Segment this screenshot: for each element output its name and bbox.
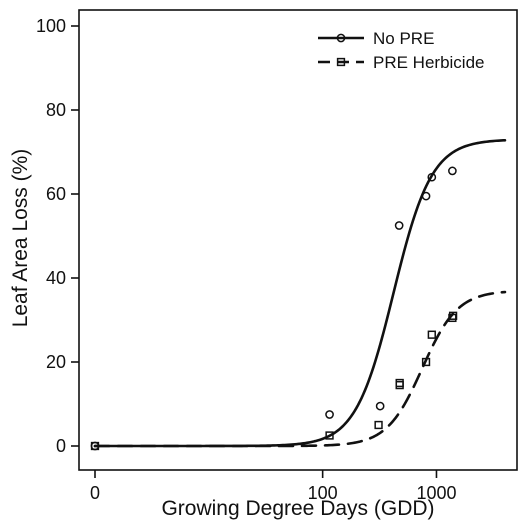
x-tick-label: 1000 xyxy=(416,483,456,503)
y-axis-ticks: 0 20 40 60 80 100 xyxy=(36,16,79,456)
y-tick-label: 0 xyxy=(56,436,66,456)
y-tick-label: 100 xyxy=(36,16,66,36)
data-point-no-pre xyxy=(427,172,437,182)
fit-curves xyxy=(93,138,507,448)
x-tick-label: 0 xyxy=(90,483,100,503)
legend-label: No PRE xyxy=(373,29,434,48)
fit-curve-pre-herbicide xyxy=(93,290,507,448)
y-tick-label: 40 xyxy=(46,268,66,288)
legend-marker-square xyxy=(336,57,346,67)
y-axis-title: Leaf Area Loss (%) xyxy=(9,149,32,328)
x-tick-label: 100 xyxy=(308,483,338,503)
data-point-no-pre xyxy=(394,221,404,230)
data-point-no-pre xyxy=(375,401,385,411)
y-tick-label: 80 xyxy=(46,100,66,120)
data-point-pre-herbicide xyxy=(421,357,431,367)
x-axis-title: Growing Degree Days (GDD) xyxy=(161,497,434,520)
fit-curve-no-pre xyxy=(93,138,507,448)
legend-marker-circle xyxy=(336,33,346,43)
data-point-pre-herbicide xyxy=(90,441,100,451)
data-point-no-pre xyxy=(325,410,334,419)
data-point-no-pre xyxy=(448,166,457,176)
y-tick-label: 20 xyxy=(46,352,66,372)
data-points xyxy=(90,166,458,451)
data-point-pre-herbicide xyxy=(325,431,334,440)
data-point-pre-herbicide xyxy=(374,420,383,430)
data-point-pre-herbicide xyxy=(395,378,404,388)
x-axis-ticks: 0 100 1000 xyxy=(90,470,456,503)
data-point-pre-herbicide xyxy=(395,380,404,390)
legend-label: PRE Herbicide xyxy=(373,53,485,72)
plot-frame xyxy=(78,9,518,471)
data-point-no-pre xyxy=(421,191,431,201)
legend: No PRE PRE Herbicide xyxy=(318,29,485,72)
y-tick-label: 60 xyxy=(46,184,66,204)
data-point-pre-herbicide xyxy=(448,311,458,320)
data-point-pre-herbicide xyxy=(427,330,436,339)
